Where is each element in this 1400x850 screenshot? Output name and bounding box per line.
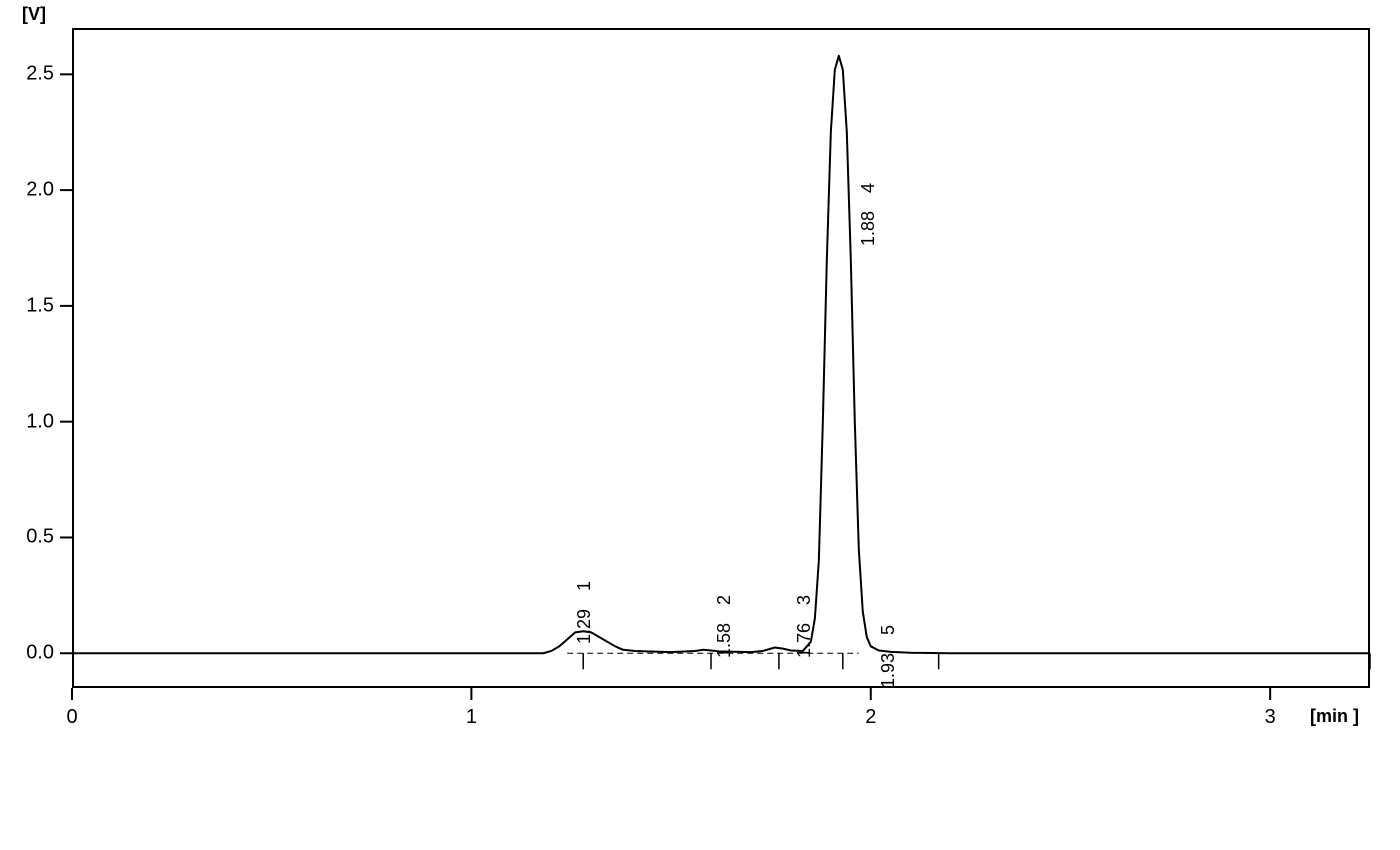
y-tick-label: 1.5 [26, 294, 54, 317]
peak-label: 1.93 5 [878, 625, 899, 688]
peak-label: 1.88 4 [858, 183, 879, 246]
plot-svg [0, 0, 1400, 850]
peak-label: 1.58 2 [714, 595, 735, 658]
peak-label: 1.29 1 [574, 581, 595, 644]
y-tick-label: 0.0 [26, 642, 54, 665]
chromatogram-figure: [V] [min ] 0 1 2 3 0.0 0.5 1.0 1.5 2.0 2.5 1.29 1 1… [0, 0, 1400, 850]
x-tick-label: 1 [466, 706, 477, 729]
peak-label: 1.76 3 [794, 595, 815, 658]
y-tick-label: 0.5 [26, 526, 54, 549]
y-axis-unit: [V] [22, 4, 46, 25]
x-tick-label: 3 [1265, 706, 1276, 729]
x-axis-unit: [min ] [1310, 706, 1359, 727]
y-tick-label: 2.0 [26, 179, 54, 202]
y-tick-label: 2.5 [26, 63, 54, 86]
y-tick-label: 1.0 [26, 410, 54, 433]
x-tick-label: 0 [66, 706, 77, 729]
x-tick-label: 2 [865, 706, 876, 729]
